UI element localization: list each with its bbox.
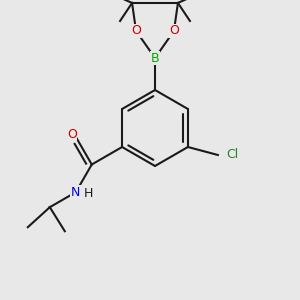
Text: N: N [71, 186, 80, 199]
Text: O: O [131, 25, 141, 38]
Text: Cl: Cl [226, 148, 238, 161]
Text: O: O [67, 128, 77, 141]
Text: H: H [84, 187, 93, 200]
Text: B: B [151, 52, 159, 64]
Text: O: O [169, 25, 179, 38]
